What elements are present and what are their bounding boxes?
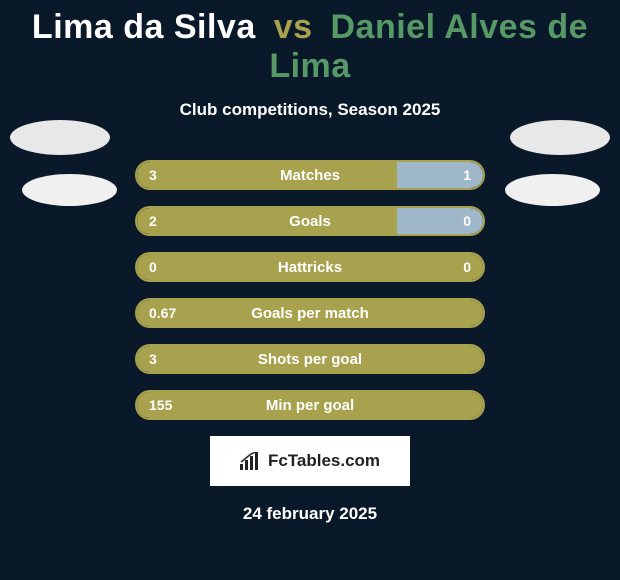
subtitle: Club competitions, Season 2025 xyxy=(0,100,620,120)
player1-avatar-top xyxy=(10,120,110,155)
stat-row: 0.67Goals per match xyxy=(135,298,485,328)
player1-name: Lima da Silva xyxy=(32,8,256,46)
player1-avatar-bottom xyxy=(22,174,117,206)
stat-row: 3Matches1 xyxy=(135,160,485,190)
branding-text: FcTables.com xyxy=(268,451,380,471)
comparison-title: Lima da Silva vs Daniel Alves de Lima xyxy=(0,0,620,86)
branding-badge: FcTables.com xyxy=(210,436,410,486)
stat-label: Min per goal xyxy=(137,392,483,418)
stat-value-right: 0 xyxy=(463,254,471,280)
stat-label: Goals xyxy=(137,208,483,234)
vs-separator: vs xyxy=(274,8,313,46)
stat-label: Shots per goal xyxy=(137,346,483,372)
stat-row: 3Shots per goal xyxy=(135,344,485,374)
stat-row: 155Min per goal xyxy=(135,390,485,420)
stat-value-right: 1 xyxy=(463,162,471,188)
player2-avatar-bottom xyxy=(505,174,600,206)
stat-row: 2Goals0 xyxy=(135,206,485,236)
stat-label: Matches xyxy=(137,162,483,188)
stat-label: Goals per match xyxy=(137,300,483,326)
chart-icon xyxy=(240,452,262,470)
stat-row: 0Hattricks0 xyxy=(135,252,485,282)
player2-name: Daniel Alves de Lima xyxy=(269,8,588,85)
stat-label: Hattricks xyxy=(137,254,483,280)
date-label: 24 february 2025 xyxy=(0,504,620,524)
player2-avatar-top xyxy=(510,120,610,155)
stats-container: 3Matches12Goals00Hattricks00.67Goals per… xyxy=(135,160,485,420)
stat-value-right: 0 xyxy=(463,208,471,234)
